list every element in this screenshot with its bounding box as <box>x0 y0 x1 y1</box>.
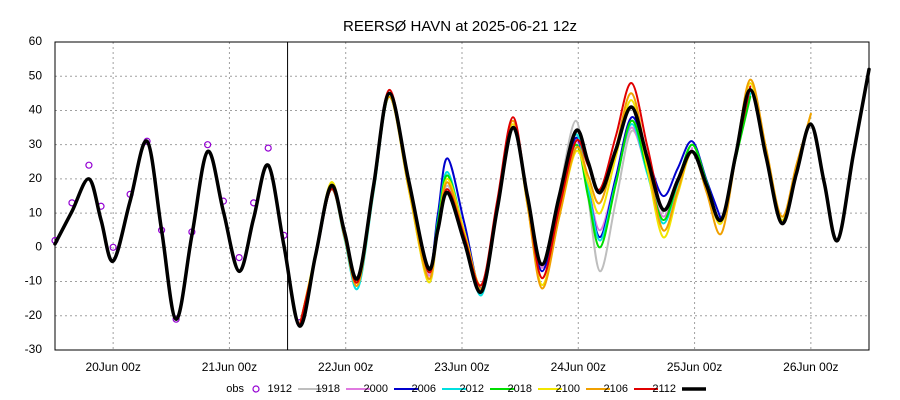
legend-label: 2106 <box>604 383 628 395</box>
legend-label: 2012 <box>460 383 484 395</box>
legend-symbol <box>252 385 260 393</box>
y-tick-label: 40 <box>29 103 43 117</box>
obs-point <box>264 144 272 152</box>
obs-point <box>172 315 180 323</box>
obs-point <box>235 254 243 262</box>
legend-label: 1912 <box>268 383 292 395</box>
series-line <box>53 67 871 328</box>
y-tick-label: -30 <box>25 342 43 356</box>
y-tick-label: 0 <box>35 240 42 254</box>
legend-label: 1918 <box>316 383 340 395</box>
legend-label: obs <box>226 383 244 395</box>
legend-label: 2000 <box>364 383 388 395</box>
y-tick-label: -10 <box>25 274 43 288</box>
x-tick-label: 20Jun 00z <box>85 360 140 374</box>
obs-point <box>204 141 212 149</box>
legend-label: 2006 <box>412 383 436 395</box>
y-tick-label: -20 <box>25 308 43 322</box>
obs-point <box>85 161 93 169</box>
y-tick-label: 60 <box>29 34 43 48</box>
y-tick-label: 20 <box>29 171 43 185</box>
x-tick-label: 24Jun 00z <box>551 360 606 374</box>
y-tick-label: 30 <box>29 137 43 151</box>
x-tick-label: 21Jun 00z <box>202 360 257 374</box>
x-tick-label: 22Jun 00z <box>318 360 373 374</box>
obs-point <box>109 243 117 251</box>
x-tick-label: 25Jun 00z <box>667 360 722 374</box>
legend-label: 2100 <box>556 383 580 395</box>
legend: obs 1912 1918 2000 2006 2012 2018 2100 2106 2112 <box>226 383 706 395</box>
y-tick-label: 10 <box>29 205 43 219</box>
legend-label: 2112 <box>652 383 676 395</box>
chart-title: REERSØ HAVN at 2025-06-21 12z <box>343 18 577 35</box>
x-tick-label: 23Jun 00z <box>434 360 489 374</box>
legend-label: 2018 <box>508 383 532 395</box>
y-tick-label: 50 <box>29 68 43 82</box>
plot-frame <box>54 41 870 351</box>
x-tick-label: 26Jun 00z <box>783 360 838 374</box>
